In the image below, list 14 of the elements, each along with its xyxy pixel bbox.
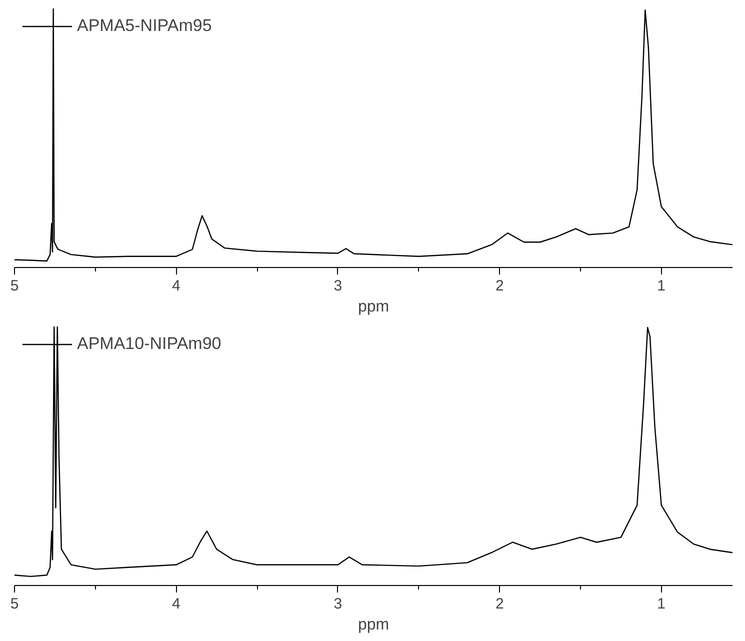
x-tick-label: 4 <box>172 596 180 612</box>
x-tick-label: 2 <box>495 278 504 294</box>
x-tick-label: 1 <box>657 596 666 612</box>
x-tick-label: 1 <box>657 278 666 294</box>
legend-label: APMA5-NIPAm95 <box>77 16 212 36</box>
x-tick-label: 3 <box>334 596 342 612</box>
legend-label: APMA10-NIPAm90 <box>77 334 222 354</box>
x-axis-title: ppm <box>358 298 390 316</box>
x-tick-label: 3 <box>334 278 342 294</box>
x-tick-label: 5 <box>10 278 19 294</box>
x-tick-label: 2 <box>495 596 504 612</box>
x-axis-title: ppm <box>358 616 390 634</box>
x-tick-label: 4 <box>172 278 180 294</box>
x-tick-label: 5 <box>10 596 19 612</box>
